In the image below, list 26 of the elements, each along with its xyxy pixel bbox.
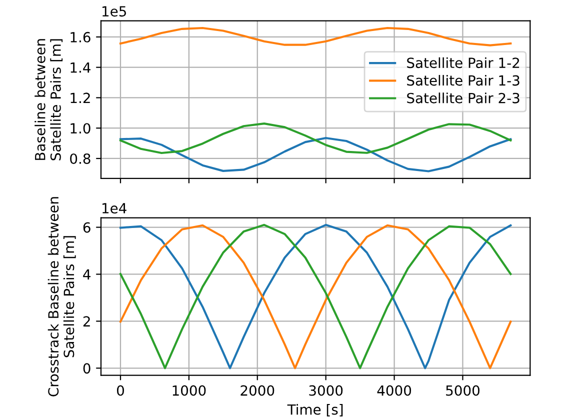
y-tick-label: 2	[83, 316, 90, 326]
y-tick-label: 0.8	[70, 153, 90, 164]
legend-label: Satellite Pair 2-3	[407, 92, 520, 104]
x-tick-label: 5000	[446, 385, 480, 396]
y-tick-label: 1.0	[70, 123, 90, 134]
x-axis-title: Time [s]	[287, 404, 343, 416]
text: 1e5	[102, 6, 126, 17]
y-tick-label: 1.6	[70, 32, 90, 42]
y-axis-title: Baseline between Satellite Pairs [m]	[34, 39, 63, 160]
text: 1e4	[102, 203, 126, 214]
y-axis-title: Crosstrack Baseline between Satellite Pairs [m]	[48, 197, 76, 396]
y-tick-label: 6	[83, 222, 90, 233]
line-series	[119, 136, 512, 172]
line-series	[119, 26, 512, 46]
x-tick-label: 3000	[309, 385, 343, 396]
x-tick-label: 2000	[240, 385, 274, 396]
line-series	[119, 122, 512, 154]
legend-label: Satellite Pair 1-2	[407, 57, 520, 68]
x-tick-label: 0	[116, 385, 124, 396]
x-tick-label: 4000	[377, 385, 412, 396]
x-tick-label: 1000	[172, 385, 206, 396]
y-tick-label: 0	[83, 363, 90, 374]
legend-label: Satellite Pair 1-3	[407, 74, 520, 86]
y-tick-label: 1.4	[70, 62, 90, 73]
y-tick-label: 4	[83, 269, 90, 280]
y-tick-label: 1.2	[70, 92, 90, 103]
